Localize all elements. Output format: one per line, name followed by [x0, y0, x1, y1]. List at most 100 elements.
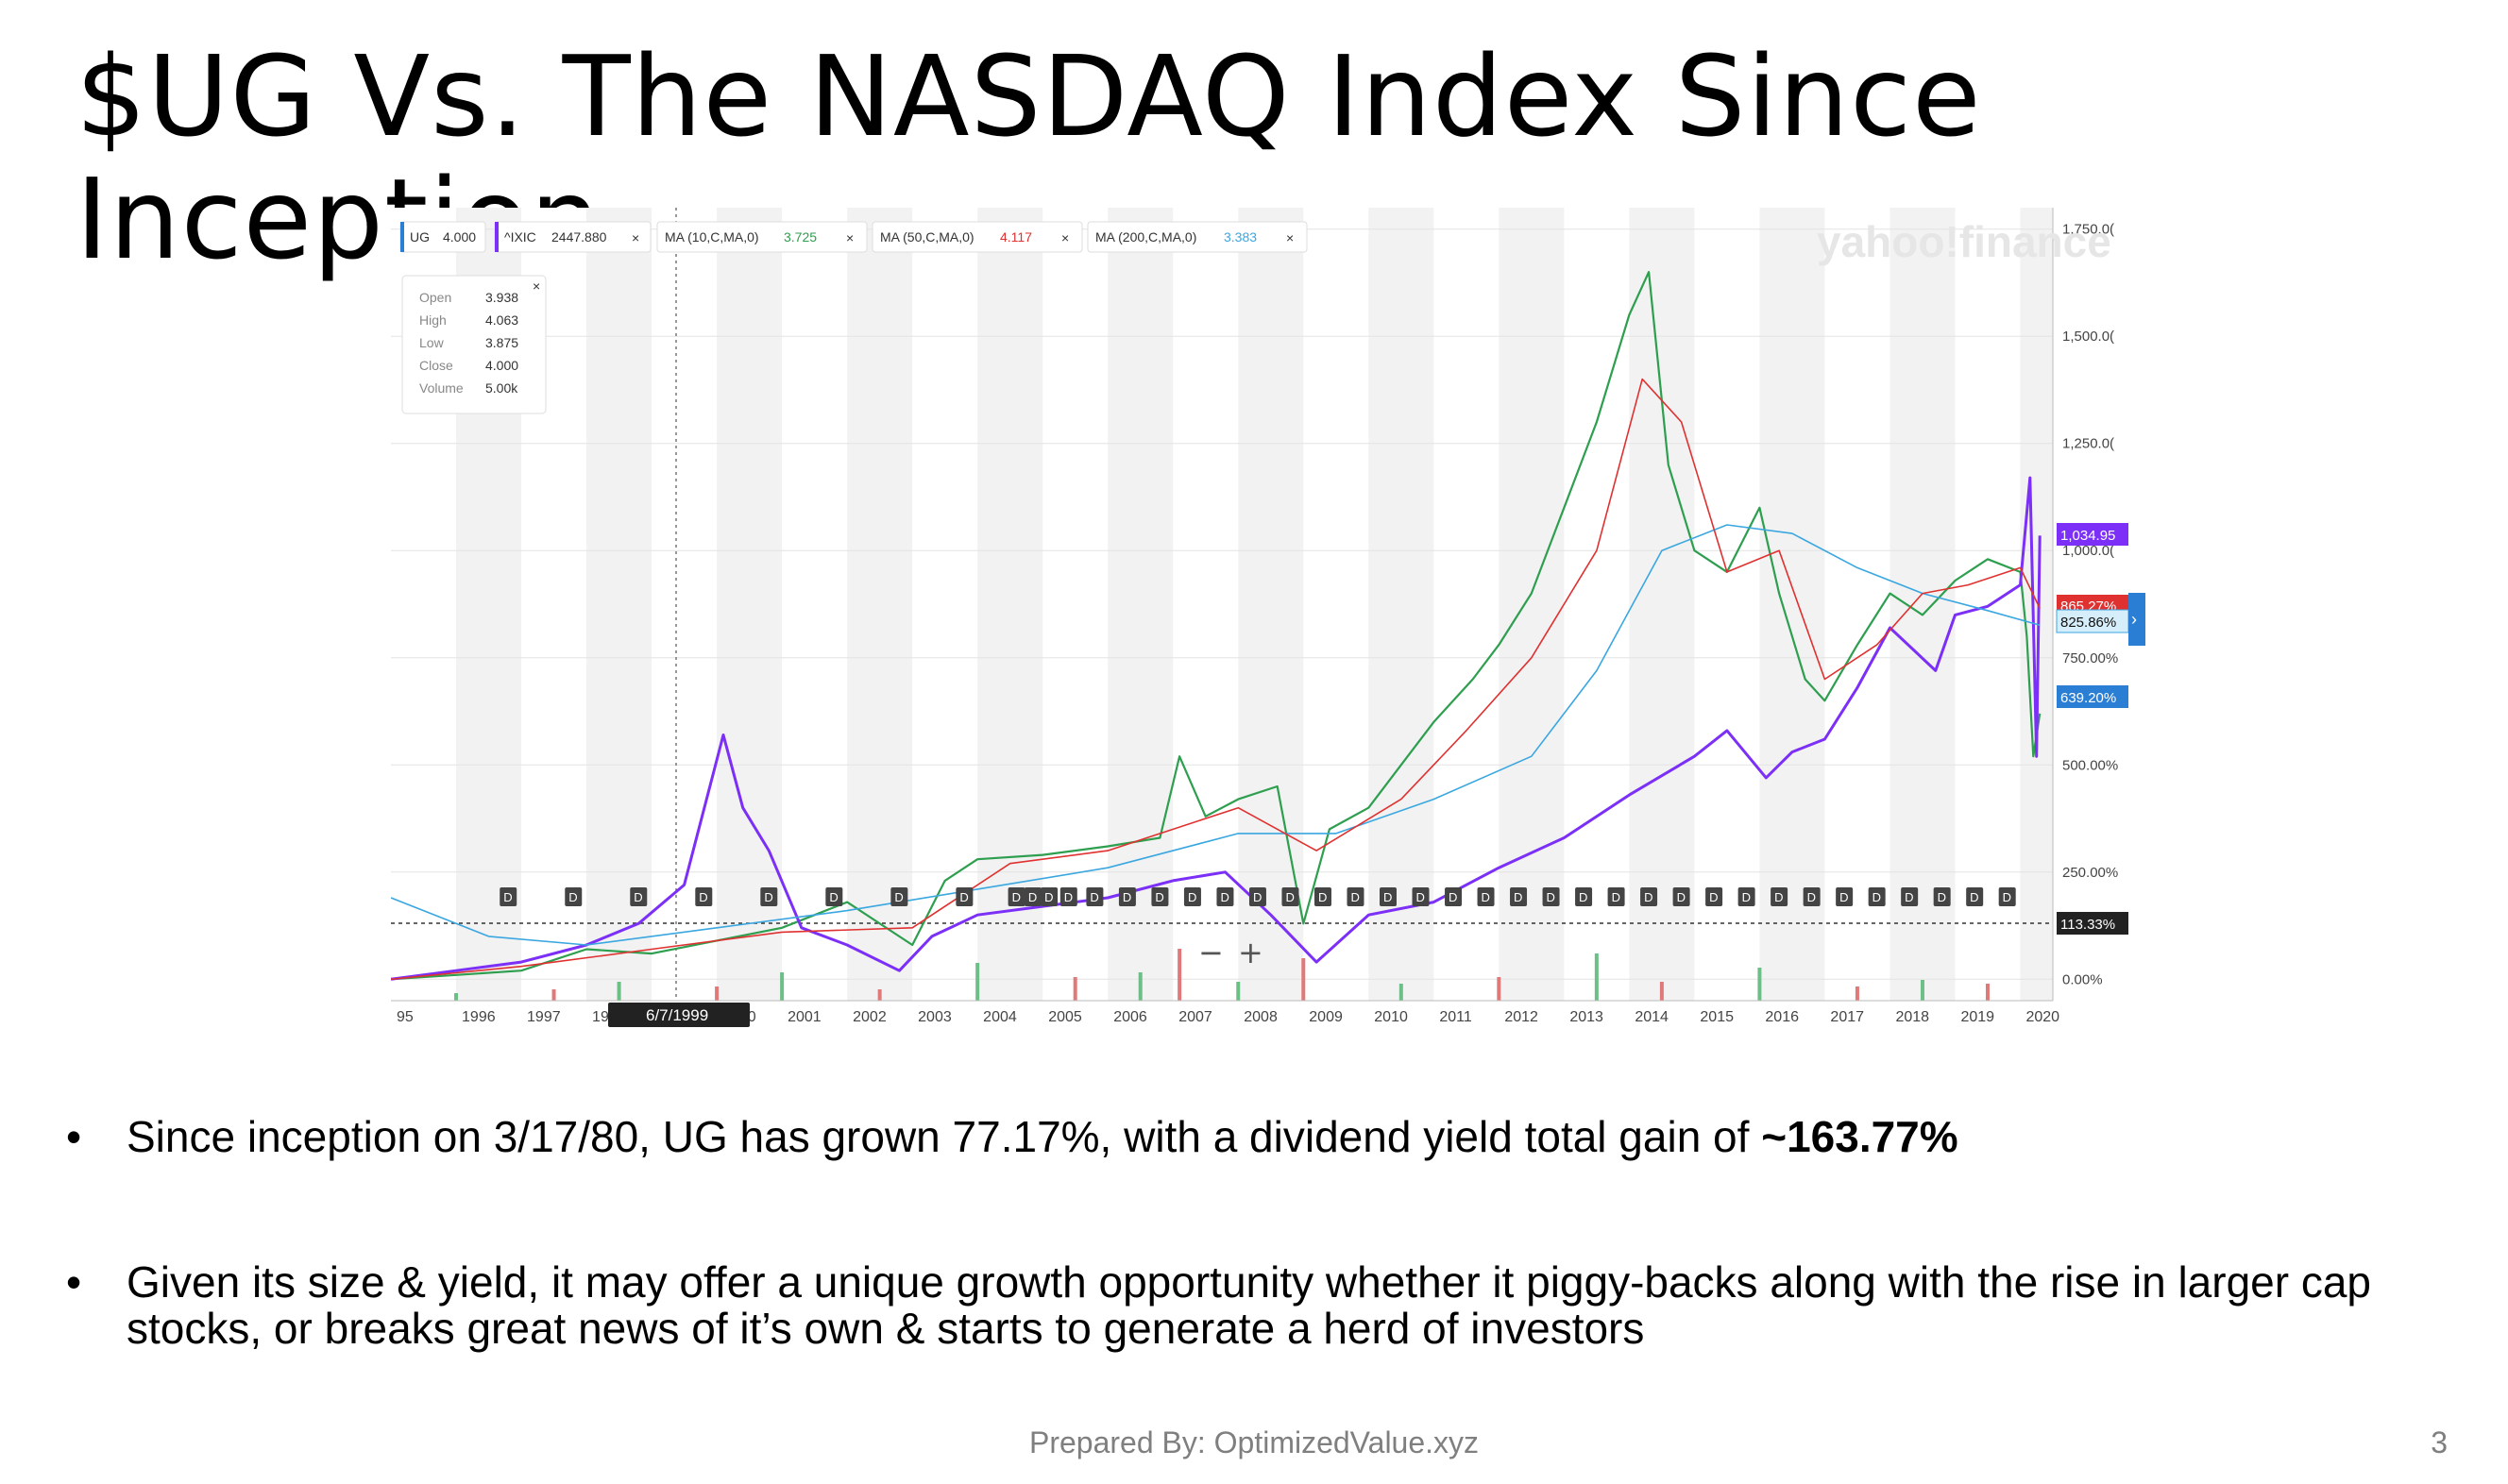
dividend-marker: D: [500, 887, 517, 906]
dividend-marker-label: D: [1449, 890, 1457, 904]
legend-ma50-close-icon[interactable]: ×: [1061, 230, 1069, 245]
ohlc-volume-value: 5.00k: [485, 380, 518, 396]
dividend-marker: D: [1086, 887, 1104, 906]
dividend-marker: D: [1183, 887, 1201, 906]
dividend-marker: D: [1771, 887, 1788, 906]
dividend-marker: D: [1933, 887, 1951, 906]
dividend-marker: D: [1281, 887, 1299, 906]
legend-ixic-value: 2447.880: [551, 229, 607, 245]
dividend-marker-label: D: [1644, 890, 1652, 904]
crosshair-date-text: 6/7/1999: [646, 1006, 708, 1024]
x-tick-label: 2003: [918, 1009, 952, 1025]
volume-bar: [1301, 958, 1306, 1001]
year-stripe: [1238, 208, 1304, 1001]
dividend-marker-label: D: [894, 890, 903, 904]
ohlc-low-value: 3.875: [485, 335, 518, 350]
x-tick-label: 1996: [462, 1009, 496, 1025]
dividend-marker-label: D: [503, 890, 512, 904]
dividend-marker-label: D: [1839, 890, 1848, 904]
dividend-marker: D: [1008, 887, 1025, 906]
volume-bar: [1138, 972, 1143, 1001]
legend-ma200-label: MA (200,C,MA,0): [1095, 229, 1196, 245]
badge-ma200: 825.86%: [2056, 609, 2129, 633]
dividend-marker-label: D: [1547, 890, 1555, 904]
y-tick-label: 250.00%: [2062, 865, 2118, 881]
dividend-marker-box: [1086, 887, 1104, 906]
ohlc-volume-label: Volume: [419, 380, 464, 396]
ohlc-close-value: 4.000: [485, 358, 518, 373]
dividend-marker-box: [1041, 887, 1059, 906]
dividend-marker-label: D: [1253, 890, 1262, 904]
volume-bar: [1985, 984, 1990, 1001]
dividend-marker-label: D: [568, 890, 577, 904]
legend-ma10[interactable]: MA (10,C,MA,0) 3.725 ×: [656, 221, 868, 253]
dividend-marker-label: D: [1220, 890, 1229, 904]
ohlc-close-icon[interactable]: ×: [533, 278, 540, 294]
dividend-marker-box: [1380, 887, 1397, 906]
zoom-in-button[interactable]: +: [1238, 935, 1263, 970]
volume-bar: [1398, 984, 1403, 1001]
x-tick-label: 2005: [1048, 1009, 1082, 1025]
bullet-2-text: Given its size & yield, it may offer a u…: [127, 1256, 2372, 1354]
y-tick-label: 500.00%: [2062, 757, 2118, 773]
dividend-marker: D: [1118, 887, 1136, 906]
dividend-marker-label: D: [1318, 890, 1327, 904]
dividend-marker-label: D: [764, 890, 772, 904]
dividend-marker: D: [1041, 887, 1059, 906]
dividend-marker-label: D: [1090, 890, 1098, 904]
dividend-marker: D: [1151, 887, 1169, 906]
legend-ixic[interactable]: ^IXIC 2447.880 ×: [494, 221, 652, 253]
volume-bar: [1236, 982, 1241, 1001]
badge-baseline-text: 113.33%: [2060, 917, 2115, 933]
legend-ixic-close-icon[interactable]: ×: [632, 230, 639, 245]
dividend-marker-label: D: [959, 890, 968, 904]
dividend-marker-label: D: [1383, 890, 1392, 904]
dividend-marker: D: [1024, 887, 1042, 906]
volume-bar: [1178, 949, 1182, 1001]
expand-panel-handle[interactable]: [2128, 593, 2145, 646]
dividend-marker-box: [1118, 887, 1136, 906]
legend-ma10-close-icon[interactable]: ×: [846, 230, 854, 245]
legend-ug[interactable]: UG 4.000: [399, 221, 486, 253]
dividend-marker-box: [1183, 887, 1201, 906]
legend-ma50[interactable]: MA (50,C,MA,0) 4.117 ×: [872, 221, 1083, 253]
dividend-marker: D: [890, 887, 908, 906]
y-tick-label: 0.00%: [2062, 971, 2103, 987]
dividend-marker-label: D: [1044, 890, 1053, 904]
dividend-marker-box: [1933, 887, 1951, 906]
dividend-marker-box: [1836, 887, 1854, 906]
ohlc-close-label: Close: [419, 358, 453, 373]
dividend-marker-label: D: [699, 890, 707, 904]
year-stripe: [1629, 208, 1695, 1001]
dividend-marker: D: [1737, 887, 1755, 906]
dividend-marker-box: [1059, 887, 1077, 906]
volume-bar: [1594, 953, 1599, 1001]
dividend-marker-label: D: [1873, 890, 1881, 904]
year-stripe: [586, 208, 652, 1001]
legend-ma50-value: 4.117: [1000, 229, 1032, 245]
dividend-marker-box: [1216, 887, 1234, 906]
dividend-marker: D: [565, 887, 583, 906]
year-stripe: [1368, 208, 1434, 1001]
dividend-marker-label: D: [1416, 890, 1425, 904]
ohlc-high-value: 4.063: [485, 312, 518, 328]
page-number: 3: [2431, 1425, 2448, 1459]
dividend-marker-label: D: [634, 890, 642, 904]
badge-ixic-text: 1,034.95: [2060, 528, 2115, 544]
bullet-1-bold-value: ~163.77%: [1761, 1112, 1958, 1161]
x-tick-label: 2013: [1569, 1009, 1603, 1025]
dividend-marker: D: [825, 887, 843, 906]
dividend-marker-box: [1412, 887, 1430, 906]
x-tick-label: 2014: [1635, 1009, 1669, 1025]
year-stripe: [2020, 208, 2053, 1001]
series-line-ma-50-c-ma-0-: [391, 378, 2041, 981]
zoom-out-button[interactable]: −: [1198, 935, 1224, 970]
legend-ma10-value: 3.725: [784, 229, 817, 245]
bullet-item: Given its size & yield, it may offer a u…: [66, 1256, 2465, 1354]
dividend-marker-label: D: [1970, 890, 1978, 904]
x-tick-label: 2018: [1895, 1009, 1929, 1025]
legend-ma200[interactable]: MA (200,C,MA,0) 3.383 ×: [1087, 221, 1308, 253]
year-stripe: [1889, 208, 1956, 1001]
bullet-list: Since inception on 3/17/80, UG has grown…: [66, 1112, 2465, 1354]
legend-ma200-close-icon[interactable]: ×: [1286, 230, 1294, 245]
